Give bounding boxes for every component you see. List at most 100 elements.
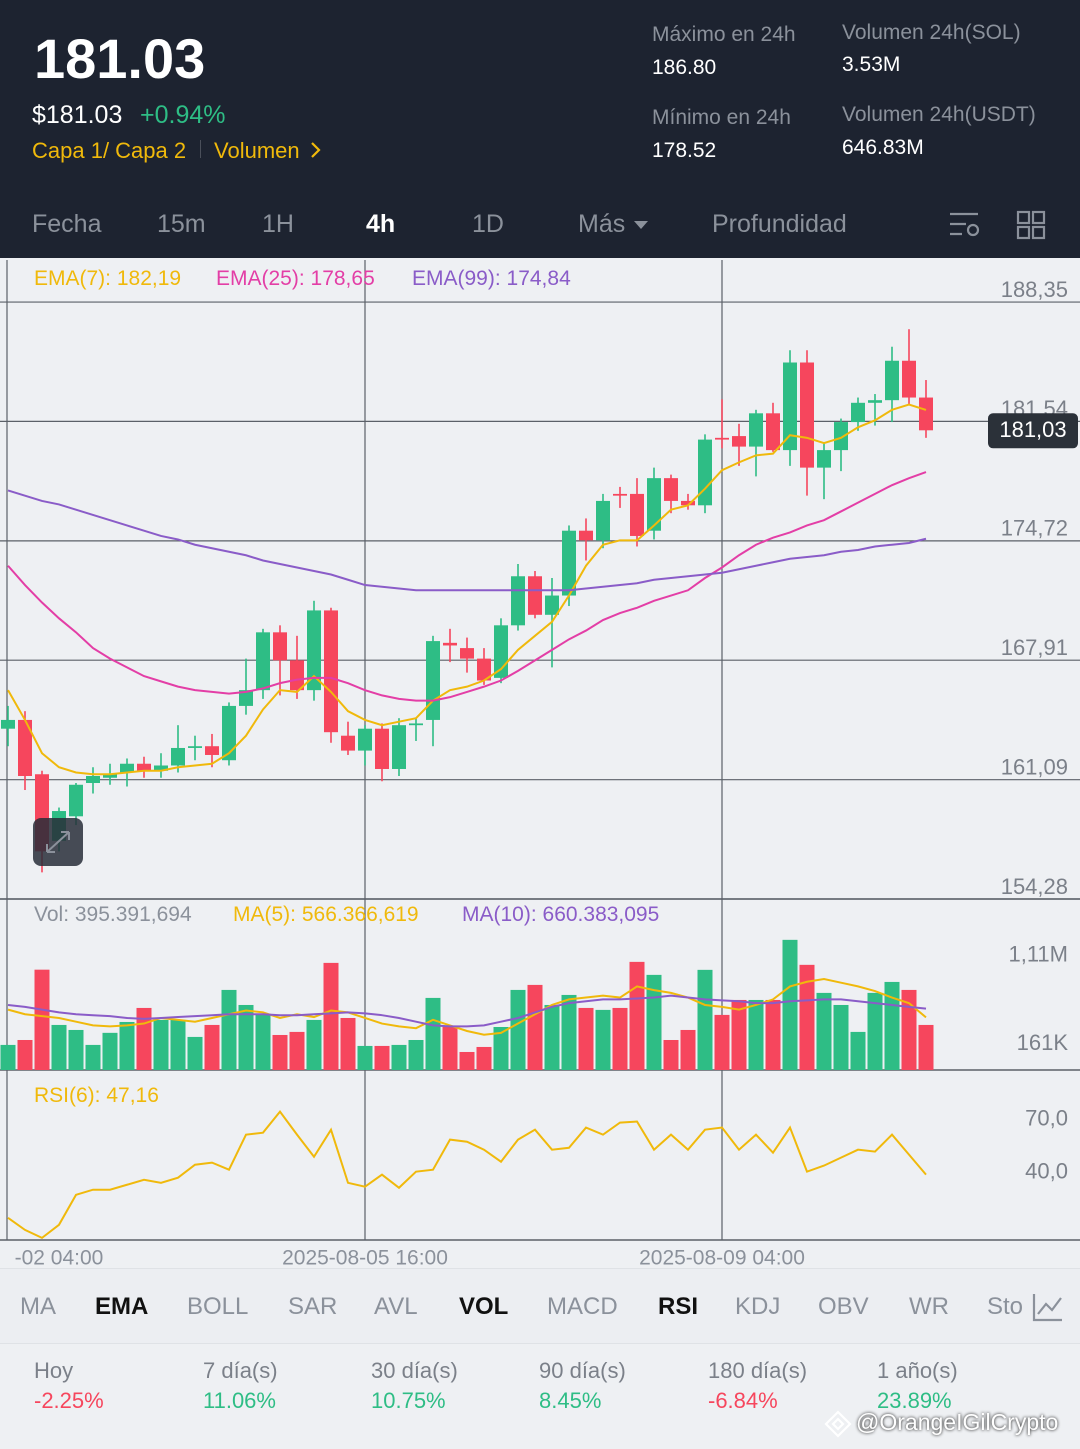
- indicator[interactable]: VOL: [459, 1293, 509, 1320]
- vol-tick-label: 161K: [1017, 1030, 1069, 1055]
- candle-body: [256, 632, 270, 691]
- legend-item: EMA(99): 174,84: [412, 267, 571, 290]
- legend-item: EMA(7): 182,19: [34, 267, 181, 290]
- volume-bar: [51, 1024, 67, 1070]
- x-tick-label: -02 04:00: [15, 1247, 104, 1268]
- volume-bar: [374, 1045, 390, 1070]
- legend: EMA(7): 182,19 EMA(25): 178,65 EMA(99): 17…: [34, 267, 571, 290]
- candle-body: [18, 719, 32, 777]
- tab[interactable]: 1D: [472, 210, 504, 238]
- legend: RSI(6): 47,16: [34, 1084, 159, 1107]
- tab[interactable]: 15m: [157, 210, 206, 238]
- candle-body: [375, 728, 389, 769]
- stat-value: 3.53M: [842, 53, 901, 76]
- tab[interactable]: Profundidad: [712, 210, 847, 238]
- chart: -02 04:00 2025-08-05 16:00 2025-08-09 04:0…: [0, 260, 1080, 1268]
- indicator-settings[interactable]: [1032, 1292, 1064, 1322]
- candle-body: [290, 660, 304, 691]
- usd-price: $181.03: [32, 101, 123, 129]
- candle-body: [443, 642, 457, 646]
- volume-bar: [680, 1029, 696, 1070]
- candle-body: [579, 530, 593, 541]
- volume-bar: [170, 1019, 186, 1070]
- indicator[interactable]: KDJ: [735, 1293, 781, 1320]
- y-tick-label: 174,72: [1001, 516, 1068, 541]
- expand-button[interactable]: [33, 818, 83, 866]
- stat-value: 178.52: [652, 139, 717, 162]
- candle-body: [766, 413, 780, 451]
- indicator[interactable]: WR: [909, 1293, 949, 1320]
- volume-bar: [799, 964, 815, 1070]
- layers[interactable]: Capa 1/ Capa 2: [32, 138, 187, 163]
- volume-bar: [340, 1017, 356, 1070]
- y-tick-label: 167,91: [1001, 635, 1068, 660]
- change: +0.94%: [140, 101, 226, 129]
- volume-bar: [119, 1021, 135, 1070]
- volume-bar: [34, 969, 50, 1070]
- volume-bar: [425, 997, 441, 1070]
- candle-body: [188, 746, 202, 748]
- period-label: 7 día(s): [203, 1358, 278, 1383]
- volume-bar: [833, 1004, 849, 1070]
- indicator[interactable]: EMA: [95, 1293, 149, 1320]
- logo: [824, 1410, 852, 1438]
- candle-body: [426, 641, 440, 720]
- indicator-bar: [0, 1268, 1080, 1344]
- indicator[interactable]: Sto: [987, 1293, 1024, 1320]
- tab[interactable]: Fecha: [32, 210, 102, 238]
- volume-bar: [221, 989, 237, 1070]
- candle-body: [324, 610, 338, 733]
- stat-label: Volumen 24h(SOL): [842, 21, 1021, 44]
- legend-item: MA(5): 566.366,619: [233, 903, 419, 926]
- candle-body: [222, 705, 236, 761]
- y-tick-label: 161,09: [1001, 754, 1068, 779]
- indicator[interactable]: MACD: [547, 1293, 618, 1320]
- volume-bar: [102, 1032, 118, 1070]
- volume-bar: [323, 962, 339, 1070]
- period-value: -6.84%: [708, 1388, 778, 1413]
- candle-body: [154, 765, 168, 771]
- layout-icon[interactable]: [1016, 210, 1046, 240]
- volume-bar: [510, 989, 526, 1070]
- indicator[interactable]: SAR: [288, 1293, 338, 1320]
- volume-ma-line: [7, 994, 927, 1028]
- stat-value: 646.83M: [842, 136, 924, 159]
- candle-body: [528, 576, 542, 615]
- candle-body: [783, 362, 797, 451]
- stat-label: Volumen 24h(USDT): [842, 103, 1036, 126]
- volume-bar: [17, 1039, 33, 1070]
- volume-bar: [136, 1007, 152, 1070]
- volume-bar: [748, 999, 764, 1070]
- volume-bar: [782, 939, 798, 1070]
- indicator[interactable]: MA: [20, 1293, 56, 1320]
- candle-body: [749, 413, 763, 447]
- period-label: 1 año(s): [877, 1358, 958, 1383]
- candle-body: [868, 400, 882, 403]
- volume-link[interactable]: Volumen: [214, 138, 300, 163]
- tab[interactable]: 1H: [262, 210, 294, 238]
- volume-bar: [595, 1009, 611, 1070]
- settings-icon[interactable]: [948, 210, 982, 240]
- ema-line: [7, 489, 927, 592]
- volume-bar: [255, 1014, 271, 1070]
- volume-bar: [612, 1007, 628, 1070]
- period-label: Hoy: [34, 1358, 74, 1383]
- tab[interactable]: Más: [578, 210, 626, 238]
- indicator[interactable]: OBV: [818, 1293, 869, 1320]
- indicator[interactable]: AVL: [374, 1293, 418, 1320]
- volume-bar: [714, 1014, 730, 1070]
- volume-bar: [476, 1046, 492, 1070]
- indicator[interactable]: BOLL: [187, 1293, 249, 1320]
- volume-bar: [663, 1039, 679, 1070]
- tab-active[interactable]: 4h: [366, 210, 396, 238]
- volume-bar: [289, 1031, 305, 1070]
- legend-item: RSI(6): 47,16: [34, 1084, 159, 1107]
- volume-bar: [816, 992, 832, 1070]
- volume-bar: [629, 961, 645, 1070]
- volume-bar: [578, 1007, 594, 1070]
- candle-body: [732, 436, 746, 447]
- candle-body: [885, 360, 899, 401]
- rsi-line: [7, 1109, 927, 1240]
- indicator[interactable]: RSI: [658, 1293, 699, 1320]
